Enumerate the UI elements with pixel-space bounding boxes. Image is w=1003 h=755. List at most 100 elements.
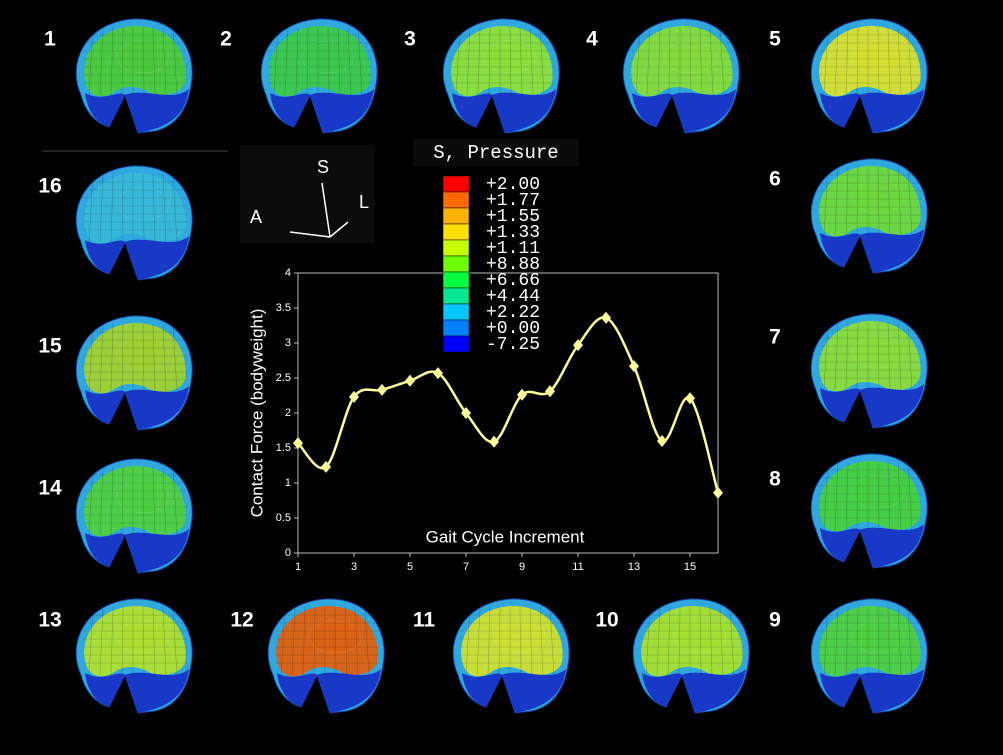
plateau [810,453,928,569]
mesh-line [699,606,702,676]
marker [377,383,387,396]
mesh-line [834,166,839,236]
legend-title-box [413,139,579,166]
plateau-lower [277,669,381,713]
axis-l [329,221,349,238]
mesh-line [689,26,692,96]
plateau [622,18,740,134]
mesh-line [856,606,859,676]
panel-label: 14 [38,477,62,500]
marker [545,385,555,398]
mesh-line [455,26,461,96]
marker [321,460,331,473]
marker [405,374,415,387]
mesh-line [907,26,913,96]
legend-label: +1.33 [486,223,540,243]
mesh-line [657,26,661,96]
mesh-line [88,606,94,676]
mesh-line [142,466,145,536]
mesh-line [110,323,114,393]
mesh-line [645,606,651,676]
mesh-line [678,606,681,676]
mesh-line [88,173,94,243]
plateau-hotspot [116,337,170,371]
plateau-hotspot [116,40,170,74]
x-tick-label: 5 [407,561,413,573]
mesh-line [823,606,829,676]
orientation-l: L [359,192,369,212]
mesh-line [646,26,651,96]
mesh-line [519,26,523,96]
plateau-lower [85,236,189,280]
mesh-line [709,26,714,96]
legend-label: +6.66 [486,271,540,291]
y-tick-label: 3 [285,337,291,349]
plateau-hotspot [851,475,905,509]
mesh-line [856,166,859,236]
legend-label: +2.22 [486,303,540,323]
mesh-line [877,606,880,676]
legend-swatch [442,223,470,241]
mesh-line [845,321,849,391]
mesh-line [466,26,471,96]
mesh-line [877,461,880,531]
mesh-line [172,173,178,243]
mesh-line [465,606,471,676]
plateau-lower [452,89,556,133]
plateau-lower [85,386,189,430]
mesh-line [142,606,145,676]
mesh-line [487,606,491,676]
mesh-line [364,606,370,676]
marker [517,388,527,401]
mesh-line [529,606,533,676]
mesh-line [99,466,104,536]
x-axis-title: Gait Cycle Increment [426,527,585,546]
panel-label: 7 [769,326,781,349]
mesh-line [337,26,341,96]
mesh-line [302,606,306,676]
mesh-line [719,26,725,96]
mesh-line [719,606,724,676]
x-tick-label: 9 [519,561,525,573]
y-tick-label: 3.5 [276,302,291,314]
mesh-line [152,26,156,96]
mesh-line [152,173,156,243]
mesh-line [834,321,839,391]
legend-swatch [442,239,470,257]
plateau [267,598,385,714]
plateau-lower [820,229,924,273]
legend-swatch [442,303,470,321]
mesh-line [121,606,124,676]
mesh-line [357,26,363,96]
marker [657,435,667,447]
mesh-line [295,26,299,96]
y-tick-label: 1 [285,477,291,489]
mesh-line [887,461,891,531]
mesh-line [152,606,156,676]
mesh-line [110,606,114,676]
plateau [442,18,560,134]
plateau-hotspot [493,620,547,654]
mesh-line [172,323,178,393]
mesh-line [656,606,661,676]
marker [489,435,499,448]
mesh-line [834,26,839,96]
mesh-line [897,321,902,391]
mesh-line [897,166,902,236]
mesh-line [823,26,829,96]
mesh-line [509,26,512,96]
plateau [810,18,928,134]
mesh-line [907,461,913,531]
plateau-hotspot [673,620,727,654]
chart: 00.511.522.533.541 3 5 7 9 11 13 15 [276,267,723,573]
plateau-lower [632,89,736,133]
y-tick-label: 0 [285,547,291,559]
legend-swatch [442,335,470,353]
mesh-line [354,606,359,676]
panel-label: 4 [586,28,598,51]
mesh-line [897,461,902,531]
x-tick-label: 3 [351,561,357,573]
panel-label: 16 [38,175,61,198]
legend-swatch [442,319,470,337]
